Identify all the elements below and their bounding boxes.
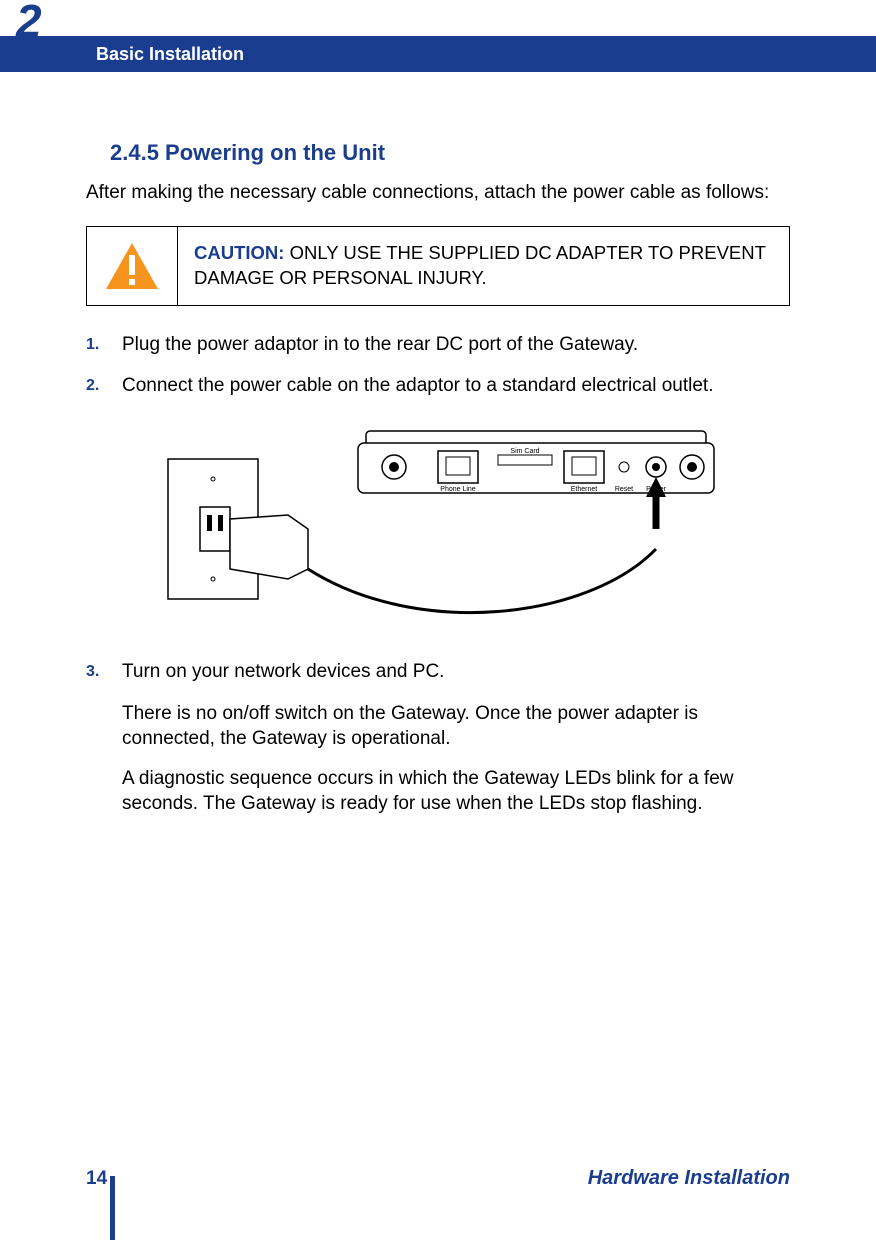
chapter-number: 2: [16, 0, 42, 48]
post-step-para-1: There is no on/off switch on the Gateway…: [122, 701, 790, 752]
intro-paragraph: After making the necessary cable connect…: [86, 180, 790, 206]
content-area: 2.4.5 Powering on the Unit After making …: [86, 140, 790, 831]
caution-icon: [104, 241, 160, 291]
step-1: 1. Plug the power adaptor in to the rear…: [86, 332, 790, 358]
gateway-power-diagram: Phone Line Sim Card Ethernet Reset Power: [158, 419, 718, 619]
footer-section-title: Hardware Installation: [588, 1167, 790, 1190]
page-footer: 14 Hardware Installation: [86, 1167, 790, 1190]
step-text: Connect the power cable on the adaptor t…: [122, 373, 790, 399]
section-heading: 2.4.5 Powering on the Unit: [110, 140, 790, 166]
label-phone-line: Phone Line: [440, 486, 476, 493]
label-sim-card: Sim Card: [510, 448, 539, 455]
label-reset: Reset: [615, 486, 633, 493]
caution-icon-cell: [87, 227, 178, 305]
header-bar: Basic Installation: [0, 36, 876, 72]
label-ethernet: Ethernet: [571, 486, 598, 493]
step-number: 1.: [86, 332, 122, 358]
manual-page: 2 Basic Installation 2.4.5 Powering on t…: [0, 0, 876, 1240]
figure-wrap: Phone Line Sim Card Ethernet Reset Power: [86, 419, 790, 619]
caution-box: CAUTION: ONLY USE THE SUPPLIED DC ADAPTE…: [86, 226, 790, 306]
step-text: Plug the power adaptor in to the rear DC…: [122, 332, 790, 358]
footer-rule: [110, 1176, 115, 1240]
caution-text: CAUTION: ONLY USE THE SUPPLIED DC ADAPTE…: [178, 227, 789, 305]
post-step-para-2: A diagnostic sequence occurs in which th…: [122, 766, 790, 817]
step-number: 3.: [86, 659, 122, 685]
step-3: 3. Turn on your network devices and PC.: [86, 659, 790, 685]
page-number: 14: [86, 1168, 107, 1190]
step-text: Turn on your network devices and PC.: [122, 659, 790, 685]
caution-label: CAUTION:: [194, 242, 284, 263]
chapter-title: Basic Installation: [96, 44, 244, 65]
step-2: 2. Connect the power cable on the adapto…: [86, 373, 790, 399]
step-number: 2.: [86, 373, 122, 399]
